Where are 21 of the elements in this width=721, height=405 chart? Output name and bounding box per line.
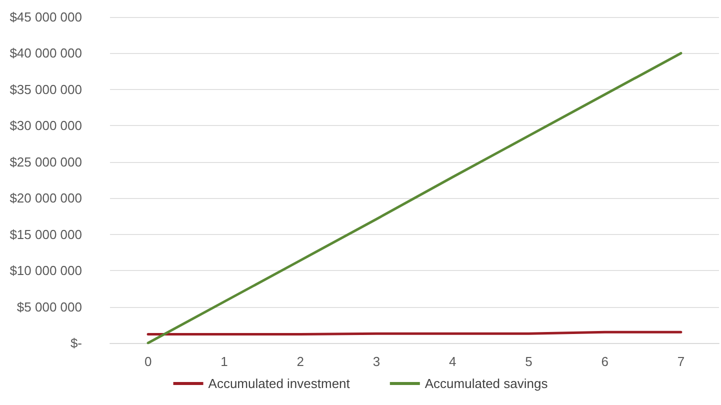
y-tick-label: $30 000 000 xyxy=(10,118,82,134)
y-tick-label: $20 000 000 xyxy=(10,190,82,206)
y-tick-label: $- xyxy=(70,336,82,350)
x-tick-label: 2 xyxy=(296,354,304,369)
x-tick-label: 6 xyxy=(601,354,608,369)
y-tick-label: $35 000 000 xyxy=(10,82,82,97)
legend-label: Accumulated savings xyxy=(424,376,548,391)
x-tick-label: 1 xyxy=(220,354,228,369)
x-tick-label: 0 xyxy=(144,354,152,369)
x-tick-label: 4 xyxy=(448,354,456,369)
y-tick-label: $45 000 000 xyxy=(10,10,82,24)
y-tick-label: $25 000 000 xyxy=(10,154,82,170)
x-tick-label: 7 xyxy=(677,354,685,369)
y-tick-label: $15 000 000 xyxy=(10,226,82,242)
line-series xyxy=(146,52,682,344)
x-tick-label: 3 xyxy=(372,354,380,369)
y-tick-label: $40 000 000 xyxy=(10,46,82,61)
y-tick-label: $5 000 000 xyxy=(16,299,82,314)
y-tick-label: $10 000 000 xyxy=(10,263,82,278)
x-tick-label: 5 xyxy=(525,354,532,369)
legend-label: Accumulated investment xyxy=(208,376,350,391)
